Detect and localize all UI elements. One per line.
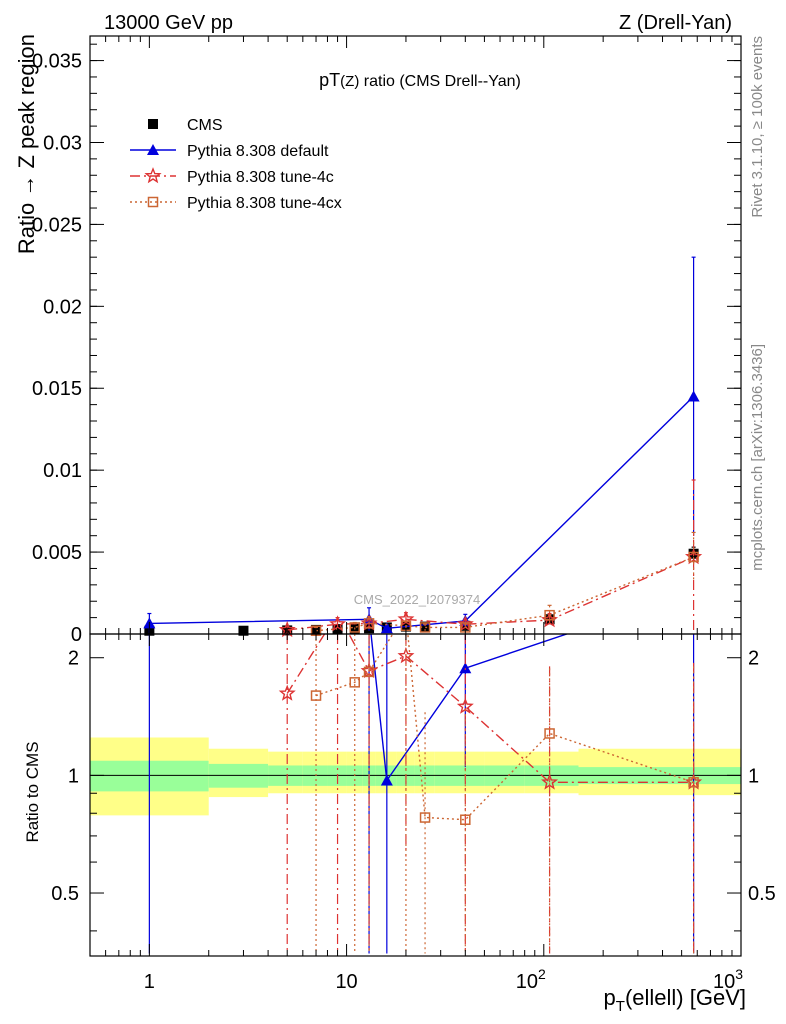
main-series-2 <box>278 479 703 638</box>
main-y-tick-label: 0.015 <box>32 378 82 400</box>
legend-label: CMS <box>187 117 223 134</box>
plot-frames <box>89 35 742 957</box>
main-series-line <box>287 556 694 631</box>
ratio-y-tick-label: 0.5 <box>51 883 79 905</box>
main-y-tick-label: 0.035 <box>32 51 82 73</box>
main-series-1 <box>143 256 700 634</box>
data-point <box>329 615 347 632</box>
ratio-point <box>460 814 471 825</box>
x-tick-label: 103 <box>713 966 743 993</box>
ratio-curves-clipped <box>148 634 703 954</box>
x-axis-label: pT(ellell) [GeV] <box>604 985 746 1015</box>
data-point <box>688 551 699 563</box>
ratio-point <box>363 666 375 678</box>
header-left: 13000 GeV pp <box>104 12 233 34</box>
ratio-series-2 <box>310 634 699 954</box>
main-y-tick-label: 0.03 <box>43 132 82 154</box>
ratio-point <box>310 690 322 701</box>
data-point <box>380 622 393 634</box>
legend-label: Pythia 8.308 tune-4cx <box>187 195 342 212</box>
data-point <box>687 390 700 402</box>
data-point <box>349 622 360 633</box>
ratio-y-tick-label-right: 2 <box>748 648 759 670</box>
legend-marker <box>144 167 162 184</box>
x-tick-label: 1 <box>144 971 155 993</box>
ratio-bands <box>90 737 741 816</box>
axis-ticks <box>89 36 742 956</box>
header-right: Z (Drell-Yan) <box>619 12 732 34</box>
x-tick-label: 102 <box>516 966 546 993</box>
ratio-point <box>688 777 699 788</box>
data-point <box>544 609 555 621</box>
tick-labels: 0 0.005 0.01 0.015 0.02 0.025 0.03 0.035 0.5 0.5 1… <box>32 51 776 993</box>
legend-label: Pythia 8.308 default <box>187 143 329 160</box>
main-curves <box>143 256 703 638</box>
ratio-point <box>278 684 296 701</box>
ratio-point <box>544 728 555 739</box>
ratio-point <box>541 773 559 790</box>
legend-label: Pythia 8.308 tune-4c <box>187 169 334 186</box>
main-y-tick-label: 0.01 <box>43 460 82 482</box>
main-y-axis-label: Ratio → Z peak region <box>14 34 39 254</box>
data-point <box>420 621 431 632</box>
legend-marker <box>147 196 159 208</box>
legend: CMS Pythia 8.308 default Pythia 8.308 tune… <box>130 117 342 212</box>
data-point <box>363 618 375 629</box>
main-series-3 <box>310 531 699 636</box>
ratio-point <box>459 662 472 674</box>
x-tick-label: 10 <box>335 971 357 993</box>
ratio-y-tick-label: 2 <box>68 648 79 670</box>
main-y-tick-label: 0.005 <box>32 542 82 564</box>
ratio-curves <box>148 634 703 954</box>
ratio-point <box>349 677 360 688</box>
main-y-tick-label: 0.02 <box>43 296 82 318</box>
ratio-point <box>419 812 431 823</box>
ratio-y-tick-label-right: 0.5 <box>748 883 776 905</box>
legend-entry-0: CMS <box>148 117 223 134</box>
ratio-y-tick-label: 1 <box>68 765 79 787</box>
mcplots-label: mcplots.cern.ch [arXiv:1306.3436] <box>749 344 766 571</box>
main-y-tick-label: 0 <box>71 624 82 646</box>
data-point <box>419 622 431 633</box>
ratio-frame <box>89 633 742 957</box>
plot-title: pT(Z) ratio (CMS Drell--Yan) <box>319 70 521 90</box>
rivet-label: Rivet 3.1.10, ≥ 100k events <box>749 36 766 218</box>
ratio-y-axis-label: Ratio to CMS <box>23 741 42 842</box>
legend-entry-2: Pythia 8.308 tune-4c <box>130 167 334 186</box>
legend-entry-1: Pythia 8.308 default <box>130 143 329 160</box>
ratio-y-tick-label-right: 1 <box>748 765 759 787</box>
ratio-series-line <box>315 634 694 821</box>
main-y-tick-label: 0.025 <box>32 214 82 236</box>
legend-entry-3: Pythia 8.308 tune-4cx <box>130 195 342 212</box>
legend-marker <box>148 119 158 129</box>
ratio-point <box>380 774 393 786</box>
main-series-line <box>315 556 694 632</box>
legend-marker <box>147 144 159 155</box>
watermark: CMS_2022_I2079374 <box>354 592 481 607</box>
